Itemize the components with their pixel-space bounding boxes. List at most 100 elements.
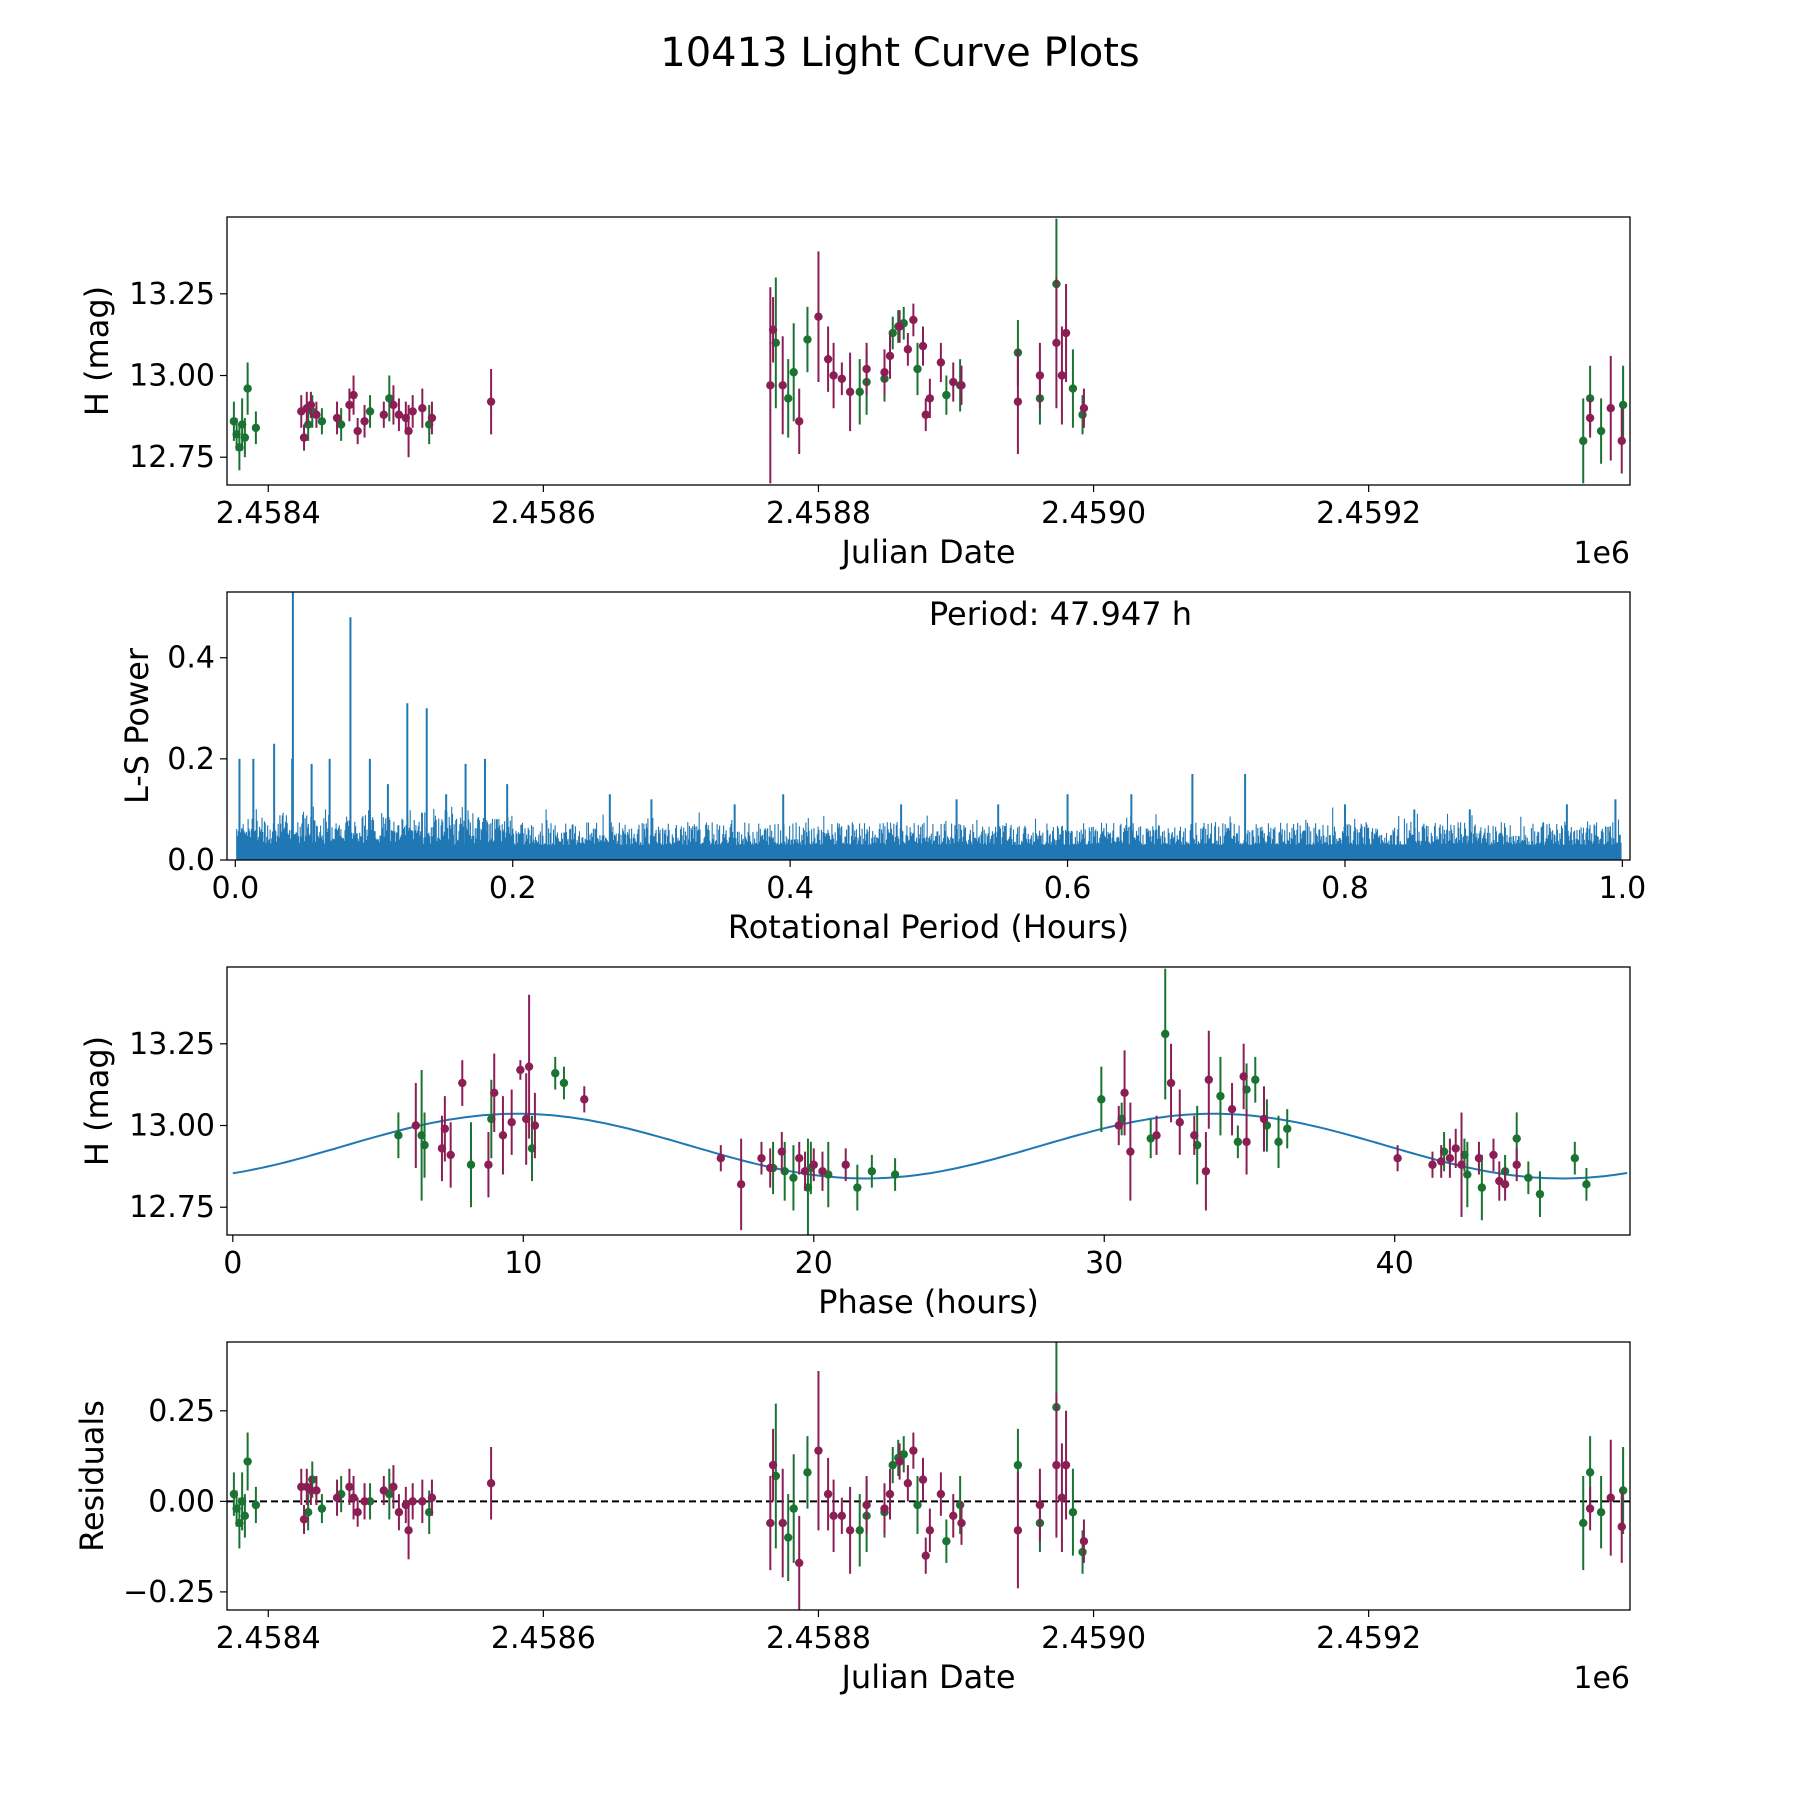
data-point	[823, 354, 833, 364]
data-point	[1242, 1137, 1251, 1147]
data-point	[1596, 426, 1606, 436]
data-point	[559, 1078, 569, 1088]
panel-periodogram: Period: 47.947 h 0.0 0.2 0.4 0.6 0.8 1.0 0.0 0.2…	[118, 591, 1646, 946]
lightcurve-xtick-label: 2.4586	[491, 496, 596, 531]
data-point	[349, 1493, 358, 1502]
data-point	[942, 390, 951, 400]
data-point	[484, 1160, 493, 1169]
data-point	[1474, 1153, 1484, 1163]
data-point	[408, 407, 417, 416]
data-point	[1251, 1075, 1260, 1084]
residuals-plot-area	[227, 1342, 1630, 1610]
data-point	[312, 410, 321, 419]
panel-phased: 0 10 20 30 40 12.75 13.00 13.25 Phase (hours) H (…	[78, 966, 1631, 1321]
residuals-xtick-label: 2.4584	[216, 1621, 321, 1656]
data-point	[385, 394, 394, 403]
data-point	[913, 364, 922, 374]
data-point	[516, 1065, 525, 1075]
data-point	[855, 387, 864, 397]
data-point	[1579, 1518, 1588, 1528]
data-point	[458, 1078, 467, 1088]
data-point	[1585, 1504, 1595, 1513]
data-point	[1570, 1153, 1580, 1163]
data-point	[332, 413, 342, 423]
data-point	[353, 426, 362, 436]
data-point	[1057, 371, 1067, 380]
data-point	[1061, 1460, 1071, 1470]
data-point	[1233, 1137, 1243, 1147]
data-point	[778, 1518, 787, 1528]
data-point	[1190, 1131, 1199, 1140]
data-point	[530, 1121, 540, 1130]
phased-ytick-label: 13.25	[129, 1027, 215, 1062]
data-point	[1068, 384, 1078, 393]
period-annotation: Period: 47.947 h	[929, 595, 1192, 633]
periodogram-xtick-label: 0.2	[489, 871, 537, 906]
data-point	[823, 1489, 833, 1499]
data-point	[498, 1131, 508, 1140]
data-point	[795, 1153, 804, 1163]
residuals-ytick-label: 0.00	[148, 1484, 215, 1519]
data-point	[845, 1526, 855, 1535]
data-point	[768, 1460, 778, 1470]
residuals-xtick-label: 2.4586	[491, 1621, 596, 1656]
data-point	[1216, 1091, 1225, 1101]
data-point	[1428, 1160, 1437, 1169]
data-point	[1120, 1088, 1129, 1098]
lightcurve-xtick-label: 2.4592	[1316, 496, 1421, 531]
data-point	[303, 420, 313, 429]
data-point	[1013, 1526, 1023, 1535]
periodogram-plot-area	[236, 592, 1622, 860]
data-point	[862, 1500, 871, 1510]
periodogram-xtick-label: 0.4	[766, 871, 814, 906]
data-point	[1078, 1547, 1087, 1557]
data-point	[925, 394, 935, 403]
data-point	[306, 400, 316, 410]
lightcurve-series_b	[297, 251, 1626, 484]
data-point	[1035, 371, 1045, 380]
data-point	[360, 1497, 369, 1506]
data-point	[918, 341, 928, 351]
data-point	[795, 417, 804, 426]
periodogram-xtick-label: 0.0	[211, 871, 259, 906]
data-point	[837, 374, 847, 383]
data-point	[789, 1173, 798, 1183]
data-point	[1524, 1173, 1533, 1183]
phased-xtick-label: 40	[1376, 1246, 1414, 1281]
data-point	[1175, 1118, 1184, 1127]
data-point	[427, 1493, 437, 1502]
periodogram-xlabel: Rotational Period (Hours)	[728, 908, 1129, 946]
data-point	[404, 426, 413, 436]
data-point	[251, 1500, 261, 1510]
data-point	[814, 312, 823, 321]
data-point	[365, 407, 375, 416]
data-point	[899, 1450, 908, 1459]
data-point	[486, 1479, 496, 1488]
periodogram-ylabel: L-S Power	[118, 647, 156, 804]
data-point	[1079, 403, 1089, 413]
data-point	[486, 397, 496, 406]
data-point	[880, 1504, 889, 1513]
data-point	[853, 1183, 862, 1192]
data-point	[345, 1482, 354, 1492]
data-point	[855, 1526, 864, 1535]
data-point	[949, 377, 958, 387]
lightcurve-plot-area	[229, 218, 1628, 484]
data-point	[957, 381, 966, 390]
data-point	[420, 1140, 429, 1150]
periodogram-line	[236, 806, 1622, 860]
data-point	[1436, 1157, 1446, 1166]
data-point	[909, 315, 918, 325]
data-point	[803, 1468, 812, 1477]
data-point	[921, 410, 930, 419]
phased-plot-area	[232, 968, 1628, 1235]
data-point	[345, 400, 354, 410]
data-point	[446, 1150, 455, 1160]
lightcurve-xtick-label: 2.4590	[1041, 496, 1146, 531]
data-point	[784, 1533, 793, 1542]
data-point	[1013, 397, 1023, 406]
phased-ytick-label: 13.00	[129, 1109, 215, 1144]
data-point	[921, 1551, 930, 1560]
data-point	[1579, 436, 1588, 446]
